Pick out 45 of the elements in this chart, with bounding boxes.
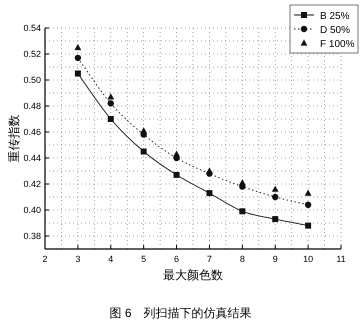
point (304, 202, 312, 208)
point (305, 222, 312, 229)
point (239, 208, 246, 214)
y-tick-label: 0.52 (23, 49, 41, 59)
x-tick-label: 3 (75, 254, 80, 264)
y-axis-title: 重传指数 (7, 114, 21, 162)
point (272, 194, 278, 200)
x-tick-label: 4 (108, 254, 114, 264)
y-tick-label: 0.40 (23, 205, 41, 215)
legend-label: B 25% (320, 11, 350, 22)
y-tick-label: 0.50 (23, 75, 41, 85)
legend-label: D 50% (320, 25, 350, 36)
x-tick-label: 6 (174, 254, 180, 264)
point (108, 100, 114, 107)
point (74, 44, 82, 50)
x-tick-label: 11 (336, 254, 346, 264)
y-tick-label: 0.46 (23, 127, 41, 137)
point (272, 216, 278, 222)
point (107, 93, 114, 100)
legend-label: F 100% (320, 39, 355, 50)
y-tick-label: 0.42 (23, 179, 41, 189)
y-tick-label: 0.54 (23, 23, 41, 33)
caption: 图 6 列扫描下的仿真结果 (109, 306, 252, 320)
point (304, 190, 312, 196)
point (238, 179, 246, 186)
x-tick-label: 7 (206, 254, 212, 264)
x-axis-title: 最大颜色数 (163, 268, 223, 282)
point (206, 167, 213, 174)
x-tick-label: 10 (303, 254, 314, 264)
point (74, 70, 81, 76)
point (174, 172, 180, 178)
point (272, 186, 279, 192)
y-tick-label: 0.44 (23, 153, 41, 163)
point (140, 148, 147, 154)
y-tick-label: 0.48 (23, 101, 41, 111)
x-tick-label: 9 (272, 254, 278, 264)
x-tick-label: 8 (240, 254, 245, 264)
point (140, 127, 148, 134)
x-tick-label: 2 (42, 254, 48, 264)
point (74, 54, 82, 62)
x-tick-label: 5 (141, 254, 146, 264)
point (173, 150, 180, 157)
point (206, 190, 212, 196)
y-tick-label: 0.38 (23, 231, 41, 241)
point (108, 116, 114, 122)
